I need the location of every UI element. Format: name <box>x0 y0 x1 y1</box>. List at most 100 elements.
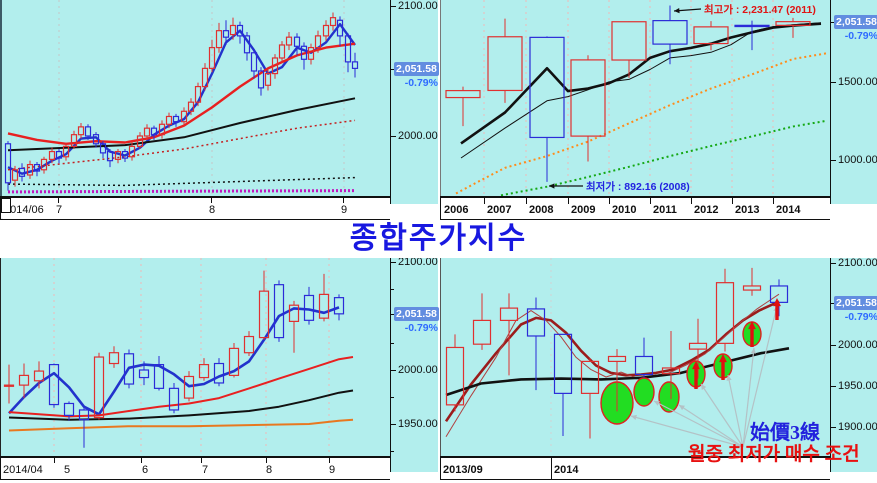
candle <box>271 54 279 79</box>
candle <box>499 293 519 376</box>
candle <box>314 30 322 53</box>
y-axis-tick <box>391 69 395 70</box>
candle <box>652 5 688 65</box>
y-axis-label: 2000.00 <box>398 364 438 376</box>
x-axis-yearly[interactable]: 2006 2007 2008 2009 2010 2011 2012 2013 2014 <box>440 196 830 220</box>
candle <box>715 268 735 352</box>
y-axis-tick <box>391 6 396 7</box>
candle <box>213 358 225 387</box>
candle <box>445 86 481 127</box>
y-axis-label: 2000.00 <box>838 339 877 351</box>
percent-change: -0.79% <box>844 30 877 42</box>
chart-plot-monthly[interactable] <box>440 258 831 456</box>
candle <box>278 41 286 64</box>
candle <box>48 147 56 164</box>
candle <box>243 31 251 61</box>
candle <box>529 36 565 182</box>
y-axis-label: 1950.00 <box>838 380 877 392</box>
x-axis-tick <box>609 198 610 204</box>
y-axis-daily: 2100.00 2000.00 2,051.58 -0.79% <box>390 0 439 204</box>
y-axis-tick <box>391 424 396 425</box>
annotation-text: 최저가 : 892.16 (2008) <box>586 180 690 193</box>
y-axis-label: 2100.00 <box>838 257 877 269</box>
arrow-head <box>701 384 707 390</box>
y-axis-tick <box>391 136 396 137</box>
candle <box>18 363 30 399</box>
x-axis-tick <box>266 458 267 463</box>
panel-yearly: 최고가 : 2,231.47 (2011) 최저가 : 892.16 (2008)… <box>440 0 877 220</box>
annotation-low: 최저가 : 892.16 (2008) <box>549 180 690 193</box>
candle <box>4 141 12 191</box>
candle <box>307 43 315 65</box>
x-axis-tick <box>141 458 142 463</box>
x-axis-monthly[interactable]: 2013/09 2014 <box>440 456 830 480</box>
ma-line-price-thick <box>460 22 822 145</box>
candle <box>236 21 244 44</box>
chart-plot-yearly[interactable]: 최고가 : 2,231.47 (2011) 최저가 : 892.16 (2008) <box>440 0 831 197</box>
arrow-head <box>631 414 637 420</box>
candle <box>329 12 337 31</box>
candle <box>318 273 330 322</box>
candles <box>445 5 811 182</box>
candle <box>128 142 136 161</box>
x-axis-label: 2013/09 <box>443 464 483 476</box>
signal-label: 始價3線 <box>750 422 820 444</box>
buy-arrow <box>692 361 700 389</box>
y-axis-tick <box>831 160 836 161</box>
candle <box>123 349 135 389</box>
x-axis-weekly[interactable]: 2014/04 5 6 7 8 9 <box>0 456 390 480</box>
candle <box>3 364 15 404</box>
x-axis-tick <box>201 458 202 463</box>
candle <box>445 334 465 412</box>
y-axis-tick <box>831 427 836 428</box>
candle <box>661 331 681 400</box>
candle <box>121 148 129 162</box>
y-axis-monthly: 2100.00 2000.00 1950.00 1900.00 2,051.58 -0.7… <box>830 257 877 472</box>
candle <box>198 358 210 381</box>
x-axis-daily[interactable]: 2014/06 7 8 9 <box>0 196 390 220</box>
candle <box>62 142 70 161</box>
candle <box>607 349 627 412</box>
fan-arrow <box>700 383 744 448</box>
candle <box>114 148 122 164</box>
arrow-head <box>674 7 680 14</box>
x-axis-label: 7 <box>55 204 63 216</box>
scroll-box[interactable] <box>1 198 11 213</box>
y-axis-tick <box>831 303 835 304</box>
candle <box>526 297 546 391</box>
candle <box>180 107 188 126</box>
ma-line-ma-thick-red <box>444 300 780 423</box>
fan-arrow <box>630 414 744 448</box>
signal-ellipse <box>658 381 680 413</box>
candle <box>33 161 41 177</box>
ma-line-ma60 <box>7 97 356 152</box>
percent-change: -0.79% <box>844 311 877 323</box>
y-axis-tick <box>831 82 836 83</box>
candle <box>93 352 105 420</box>
x-axis-tick <box>773 198 774 204</box>
x-axis-label: 2009 <box>571 204 596 216</box>
candle <box>172 113 180 127</box>
x-axis-label: 2014 <box>554 464 579 476</box>
candle <box>734 20 770 51</box>
candle <box>243 331 255 356</box>
y-axis-weekly: 2100.00 2000.00 1950.00 2,051.58 -0.79% <box>390 256 439 472</box>
x-axis-label: 2008 <box>529 204 554 216</box>
candle <box>693 21 729 51</box>
candle <box>288 300 300 353</box>
candle <box>201 63 209 91</box>
ma-line-ma-black <box>445 347 790 397</box>
grid-lines <box>483 0 774 196</box>
chart-plot-daily[interactable] <box>0 0 392 196</box>
candle <box>158 120 166 139</box>
candle <box>472 293 492 350</box>
x-axis-tick <box>526 198 527 204</box>
arrow-head <box>719 354 727 363</box>
price-badge: 2,051.58 <box>394 307 439 321</box>
chart-plot-weekly[interactable] <box>0 258 391 456</box>
title-band: 종합주가지수 <box>0 220 877 258</box>
candle <box>293 33 301 56</box>
x-axis-tick <box>650 198 651 204</box>
buy-arrow <box>748 321 756 347</box>
ma-line-ma240 <box>7 176 356 187</box>
